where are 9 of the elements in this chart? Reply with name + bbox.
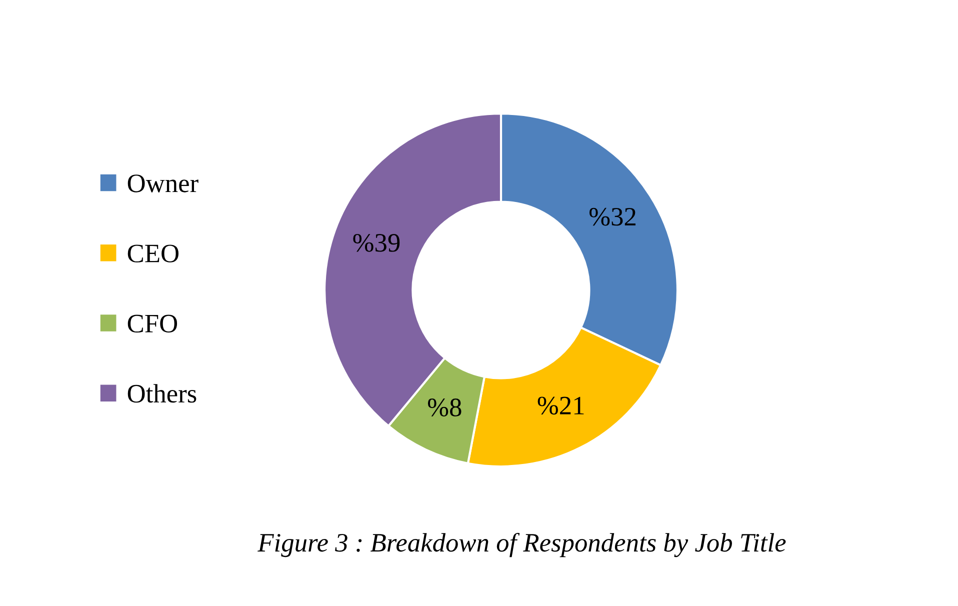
legend-label: Owner bbox=[128, 174, 198, 192]
legend-label: CFO bbox=[128, 314, 178, 333]
data-label: %21 bbox=[538, 396, 584, 415]
data-label: %32 bbox=[589, 208, 636, 226]
data-label: %8 bbox=[428, 398, 462, 416]
legend-label: Others bbox=[128, 384, 196, 403]
legend-label: CEO bbox=[128, 244, 178, 262]
caption: Figure 3 : Breakdown of Respondents by Job Title bbox=[258, 532, 786, 558]
data-label: %39 bbox=[353, 234, 400, 252]
